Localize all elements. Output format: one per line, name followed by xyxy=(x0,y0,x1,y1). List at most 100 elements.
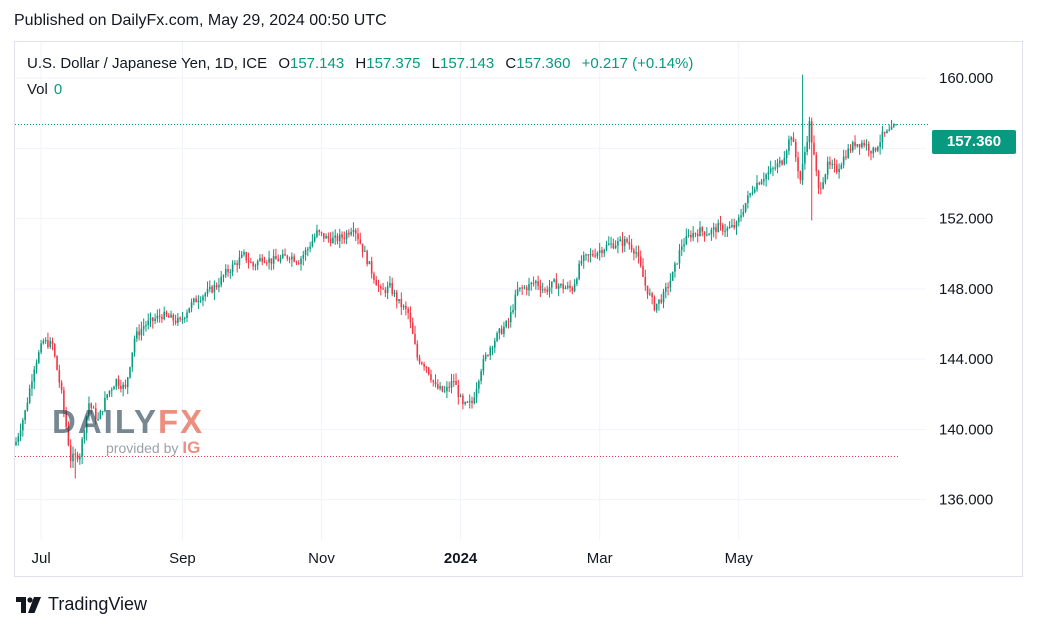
candle xyxy=(307,246,309,257)
candle-body xyxy=(669,280,672,288)
candle-body xyxy=(735,222,738,228)
candle xyxy=(562,279,564,294)
candle xyxy=(592,249,594,258)
candle xyxy=(209,280,211,293)
candle xyxy=(851,140,854,153)
candle xyxy=(740,208,742,222)
candle xyxy=(571,286,574,295)
candle-body xyxy=(623,239,626,246)
candle-body xyxy=(161,317,163,320)
candle-body xyxy=(817,171,820,189)
candle xyxy=(753,186,756,194)
candle xyxy=(227,264,229,277)
candle-body xyxy=(603,249,606,254)
published-caption: Published on DailyFx.com, May 29, 2024 0… xyxy=(14,12,387,29)
candle xyxy=(439,382,441,391)
candle xyxy=(687,229,690,238)
candle xyxy=(692,226,694,242)
candle xyxy=(528,277,530,297)
candle-body xyxy=(56,356,58,371)
candle-body xyxy=(712,227,715,230)
candle xyxy=(380,284,382,296)
candle xyxy=(665,282,667,299)
candle-body xyxy=(357,233,359,240)
candle-body xyxy=(245,252,248,261)
candle-body xyxy=(213,285,216,293)
candle xyxy=(530,281,533,291)
candle xyxy=(756,175,758,192)
candle xyxy=(366,249,368,267)
candle-body xyxy=(548,287,551,292)
candle xyxy=(842,149,845,169)
candle xyxy=(619,236,621,242)
y-tick-label: 148.000 xyxy=(939,281,993,298)
candle-body xyxy=(85,416,88,433)
candle xyxy=(505,319,507,329)
candle-body xyxy=(448,386,450,388)
candle xyxy=(126,376,129,395)
candle xyxy=(313,233,316,243)
candle-body xyxy=(40,343,42,353)
candle-body xyxy=(505,321,507,327)
candle xyxy=(425,366,428,373)
candle-body xyxy=(749,193,751,196)
candle xyxy=(849,144,852,154)
candle-body xyxy=(829,161,831,165)
candle xyxy=(384,287,387,297)
candle-body xyxy=(523,287,526,289)
candle xyxy=(357,227,359,245)
candle xyxy=(535,279,537,290)
candle xyxy=(131,352,134,372)
candle xyxy=(815,151,818,177)
candle-body xyxy=(329,238,332,244)
candle xyxy=(610,236,612,249)
candle-body xyxy=(788,139,790,151)
candle xyxy=(779,156,781,168)
candle xyxy=(165,310,168,317)
candle-body xyxy=(220,276,222,286)
candle-body xyxy=(708,234,710,236)
candle xyxy=(247,252,250,269)
candle xyxy=(236,260,238,273)
candle-body xyxy=(22,420,24,431)
candle xyxy=(494,337,496,353)
candle xyxy=(411,317,414,335)
symbol-title[interactable]: U.S. Dollar / Japanese Yen, 1D, ICE xyxy=(27,55,268,72)
candle-body xyxy=(384,289,387,293)
candle-body xyxy=(179,317,181,320)
candle xyxy=(548,279,551,298)
ohlc-legend: U.S. Dollar / Japanese Yen, 1D, ICE O157… xyxy=(27,55,693,72)
candle-body xyxy=(236,263,238,266)
candle-body xyxy=(90,403,93,408)
candle xyxy=(183,316,186,323)
candle-body xyxy=(434,381,437,385)
candle xyxy=(717,219,720,233)
candle-body xyxy=(833,163,836,165)
candle-body xyxy=(726,228,729,231)
candle xyxy=(266,260,268,267)
candle xyxy=(703,231,706,242)
candle-body xyxy=(206,288,209,294)
candle xyxy=(320,231,323,237)
candle xyxy=(156,309,159,323)
candle xyxy=(359,232,362,245)
candle-body xyxy=(566,285,569,288)
candle xyxy=(509,305,512,328)
candle-body xyxy=(528,283,530,291)
candle xyxy=(40,339,42,355)
tradingview-footer[interactable]: TradingView xyxy=(16,594,147,615)
candle xyxy=(113,385,115,390)
candle-body xyxy=(58,370,61,383)
candle xyxy=(861,140,863,149)
watermark-provided-by: provided by xyxy=(106,440,179,456)
candle-body xyxy=(320,231,323,234)
candle xyxy=(142,318,145,336)
candle xyxy=(507,317,510,329)
candle xyxy=(719,215,722,231)
candle xyxy=(51,337,54,351)
candle xyxy=(519,287,521,292)
candle-body xyxy=(544,289,546,291)
candle xyxy=(496,331,498,343)
chart-frame[interactable] xyxy=(14,41,1023,577)
